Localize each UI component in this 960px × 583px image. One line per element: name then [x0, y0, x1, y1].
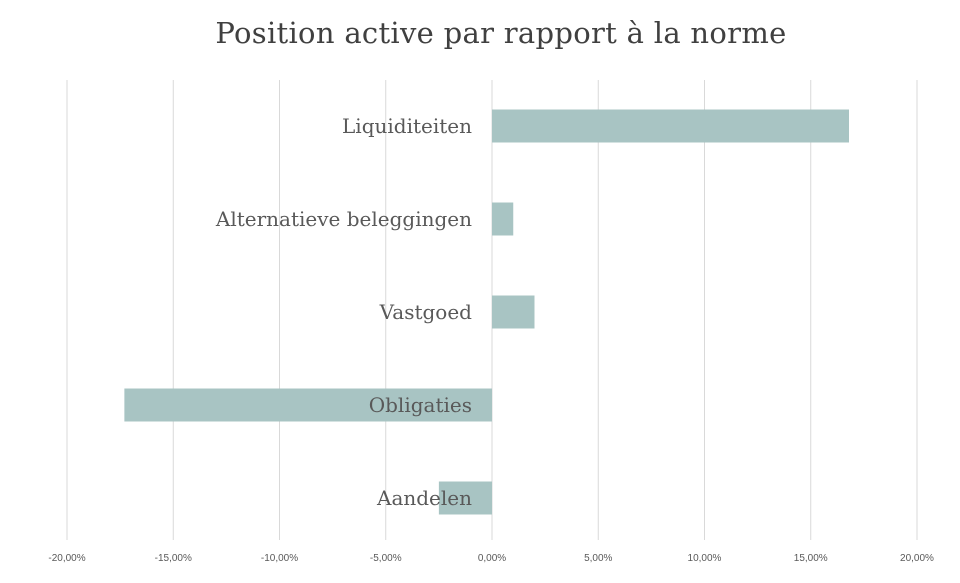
x-tick-labels: -20,00% -15,00% -10,00% -5,00% 0,00% 5,00% 10,… [48, 553, 934, 564]
category-label: Alternatieve beleggingen [215, 207, 472, 231]
bar [438, 481, 492, 515]
bar [492, 295, 535, 329]
category-label: Liquiditeiten [342, 114, 472, 138]
category-label: Vastgoed [379, 300, 473, 324]
x-tick-label: 15,00% [794, 553, 828, 564]
x-tick-label: -5,00% [370, 553, 402, 564]
category-label: Aandelen [376, 486, 472, 510]
x-tick-label: 0,00% [478, 553, 506, 564]
bar [124, 388, 492, 422]
x-tick-label: 10,00% [688, 553, 722, 564]
x-tick-label: 5,00% [584, 553, 612, 564]
x-tick-label: -20,00% [48, 553, 85, 564]
x-tick-label: -15,00% [155, 553, 192, 564]
x-tick-label: 20,00% [900, 553, 934, 564]
category-label: Obligaties [369, 393, 472, 417]
bar [492, 109, 849, 143]
x-tick-label: -10,00% [261, 553, 298, 564]
bar [492, 202, 514, 236]
chart-title: Position active par rapport à la norme [215, 16, 787, 50]
bars [124, 109, 849, 515]
gridlines [66, 80, 918, 540]
category-labels: Liquiditeiten Alternatieve beleggingen Vas… [215, 114, 472, 510]
